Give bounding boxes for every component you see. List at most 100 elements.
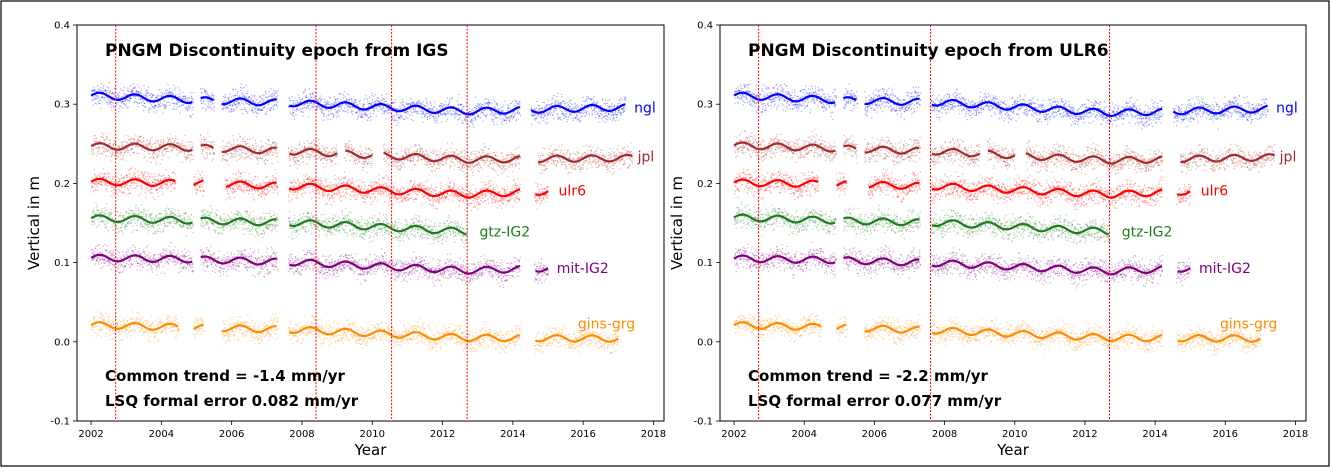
scatter-point bbox=[483, 110, 484, 111]
scatter-point bbox=[592, 113, 593, 114]
scatter-point bbox=[548, 105, 549, 106]
scatter-point bbox=[387, 152, 388, 153]
scatter-point bbox=[178, 94, 179, 95]
scatter-point bbox=[567, 119, 568, 120]
scatter-point bbox=[614, 105, 615, 106]
scatter-point bbox=[630, 165, 631, 166]
scatter-point bbox=[540, 157, 541, 158]
scatter-point bbox=[595, 114, 596, 115]
scatter-point bbox=[424, 115, 425, 116]
scatter-point bbox=[207, 101, 208, 102]
scatter-point bbox=[478, 107, 479, 108]
scatter-point bbox=[108, 92, 109, 93]
scatter-point bbox=[435, 155, 436, 156]
scatter-point bbox=[111, 187, 112, 188]
scatter-point bbox=[332, 160, 333, 161]
scatter-point bbox=[151, 93, 152, 94]
scatter-point bbox=[446, 97, 447, 98]
scatter-point bbox=[423, 151, 424, 152]
scatter-point bbox=[121, 178, 122, 179]
scatter-point bbox=[571, 104, 572, 105]
scatter-point bbox=[127, 188, 128, 189]
scatter-point bbox=[440, 113, 441, 114]
scatter-point bbox=[113, 144, 114, 145]
scatter-point bbox=[572, 164, 573, 165]
scatter-point bbox=[504, 115, 505, 116]
scatter-point bbox=[602, 98, 603, 99]
scatter-point bbox=[350, 111, 351, 112]
scatter-point bbox=[234, 103, 235, 104]
scatter-point bbox=[169, 105, 170, 106]
scatter-point bbox=[509, 162, 510, 163]
scatter-point bbox=[490, 145, 491, 146]
scatter-point bbox=[192, 143, 193, 144]
scatter-point bbox=[614, 113, 615, 114]
scatter-point bbox=[160, 164, 161, 165]
scatter-point bbox=[595, 151, 596, 152]
scatter-point bbox=[93, 99, 94, 100]
scatter-point bbox=[106, 92, 107, 93]
scatter-point bbox=[482, 104, 483, 105]
scatter-point bbox=[568, 108, 569, 109]
scatter-point bbox=[465, 118, 466, 119]
scatter-point bbox=[200, 88, 201, 89]
scatter-point bbox=[503, 167, 504, 168]
scatter-point bbox=[352, 149, 353, 150]
scatter-point bbox=[164, 149, 165, 150]
scatter-point bbox=[326, 163, 327, 164]
scatter-point bbox=[387, 103, 388, 104]
scatter-point bbox=[147, 90, 148, 91]
scatter-point bbox=[601, 105, 602, 106]
scatter-point bbox=[558, 162, 559, 163]
scatter-point bbox=[511, 152, 512, 153]
scatter-point bbox=[439, 166, 440, 167]
scatter-point bbox=[337, 151, 338, 152]
scatter-point bbox=[96, 155, 97, 156]
scatter-point bbox=[603, 154, 604, 155]
scatter-point bbox=[596, 111, 597, 112]
scatter-point bbox=[371, 158, 372, 159]
scatter-point bbox=[98, 97, 99, 98]
scatter-point bbox=[425, 105, 426, 106]
scatter-point bbox=[236, 101, 237, 102]
scatter-point bbox=[375, 94, 376, 95]
scatter-point bbox=[250, 99, 251, 100]
scatter-point bbox=[613, 163, 614, 164]
scatter-point bbox=[505, 122, 506, 123]
scatter-point bbox=[479, 171, 480, 172]
scatter-point bbox=[559, 158, 560, 159]
scatter-point bbox=[387, 163, 388, 164]
scatter-point bbox=[544, 113, 545, 114]
scatter-point bbox=[484, 162, 485, 163]
scatter-point bbox=[230, 105, 231, 106]
scatter-point bbox=[131, 142, 132, 143]
scatter-point bbox=[154, 153, 155, 154]
scatter-point bbox=[193, 155, 194, 156]
scatter-point bbox=[133, 83, 134, 84]
scatter-point bbox=[393, 107, 394, 108]
series-scatter bbox=[91, 82, 626, 128]
scatter-point bbox=[607, 119, 608, 120]
scatter-point bbox=[354, 160, 355, 161]
scatter-point bbox=[110, 104, 111, 105]
scatter-point bbox=[548, 148, 549, 149]
scatter-point bbox=[597, 102, 598, 103]
scatter-point bbox=[603, 121, 604, 122]
scatter-point bbox=[308, 116, 309, 117]
scatter-point bbox=[617, 148, 618, 149]
scatter-point bbox=[376, 108, 377, 109]
scatter-point bbox=[260, 101, 261, 102]
scatter-point bbox=[95, 184, 96, 185]
scatter-point bbox=[243, 138, 244, 139]
scatter-point bbox=[347, 105, 348, 106]
scatter-point bbox=[131, 187, 132, 188]
scatter-point bbox=[94, 174, 95, 175]
scatter-point bbox=[440, 108, 441, 109]
scatter-point bbox=[126, 160, 127, 161]
scatter-point bbox=[141, 184, 142, 185]
scatter-point bbox=[609, 114, 610, 115]
scatter-point bbox=[388, 157, 389, 158]
scatter-point bbox=[224, 146, 225, 147]
scatter-point bbox=[563, 153, 564, 154]
scatter-point bbox=[619, 110, 620, 111]
